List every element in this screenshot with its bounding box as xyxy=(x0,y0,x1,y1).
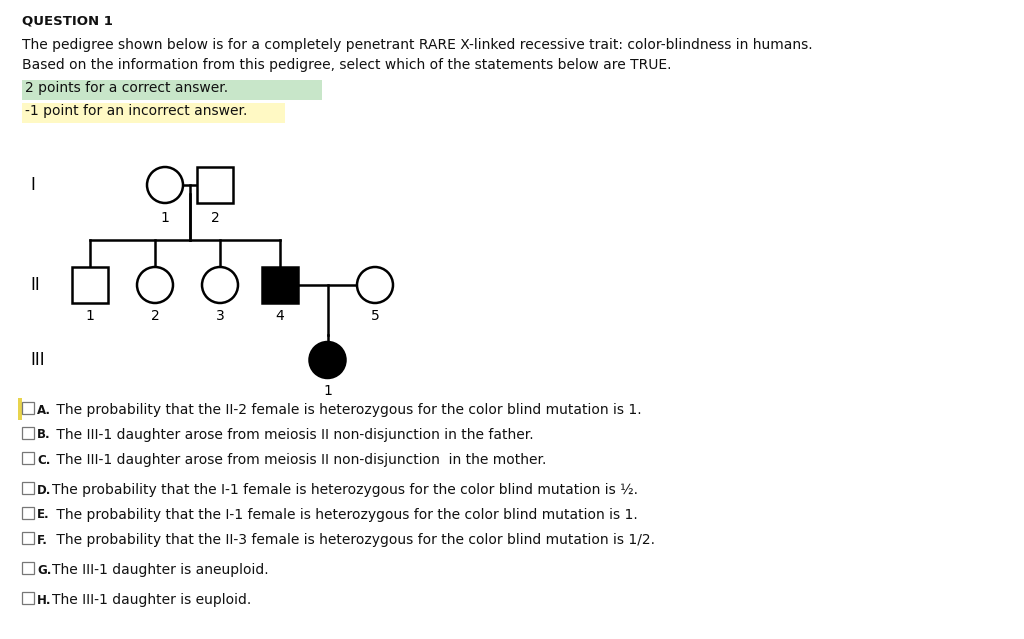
Bar xyxy=(22,427,34,439)
Text: The probability that the II-3 female is heterozygous for the color blind mutatio: The probability that the II-3 female is … xyxy=(52,533,655,547)
Text: 5: 5 xyxy=(371,309,379,323)
Bar xyxy=(22,532,34,544)
Text: C.: C. xyxy=(37,454,50,466)
Text: III: III xyxy=(30,351,45,369)
Text: 1: 1 xyxy=(323,384,332,398)
Text: Based on the information from this pedigree, select which of the statements belo: Based on the information from this pedig… xyxy=(22,58,672,72)
Text: E.: E. xyxy=(37,509,49,521)
Text: The III-1 daughter is euploid.: The III-1 daughter is euploid. xyxy=(52,593,251,607)
Bar xyxy=(22,452,34,464)
Circle shape xyxy=(147,167,183,203)
Bar xyxy=(72,267,108,303)
Bar xyxy=(22,592,34,604)
Bar xyxy=(22,507,34,519)
Text: D.: D. xyxy=(37,484,51,497)
Circle shape xyxy=(202,267,238,303)
Bar xyxy=(22,482,34,494)
Text: I: I xyxy=(30,176,35,194)
Text: The pedigree shown below is for a completely penetrant RARE X-linked recessive t: The pedigree shown below is for a comple… xyxy=(22,38,813,52)
Text: G.: G. xyxy=(37,564,51,576)
Text: 2: 2 xyxy=(211,211,219,225)
Text: The probability that the I-1 female is heterozygous for the color blind mutation: The probability that the I-1 female is h… xyxy=(52,483,638,497)
Text: H.: H. xyxy=(37,594,51,606)
Bar xyxy=(22,402,34,414)
Text: F.: F. xyxy=(37,534,48,546)
Text: II: II xyxy=(30,276,40,294)
Text: -1 point for an incorrect answer.: -1 point for an incorrect answer. xyxy=(25,104,248,118)
Bar xyxy=(197,167,233,203)
Text: The probability that the II-2 female is heterozygous for the color blind mutatio: The probability that the II-2 female is … xyxy=(52,403,642,417)
Text: The III-1 daughter arose from meiosis II non-disjunction in the father.: The III-1 daughter arose from meiosis II… xyxy=(52,428,534,442)
Text: The III-1 daughter is aneuploid.: The III-1 daughter is aneuploid. xyxy=(52,563,268,577)
Text: QUESTION 1: QUESTION 1 xyxy=(22,14,113,27)
Text: B.: B. xyxy=(37,429,50,442)
Text: The III-1 daughter arose from meiosis II non-disjunction  in the mother.: The III-1 daughter arose from meiosis II… xyxy=(52,453,547,467)
Text: A.: A. xyxy=(37,403,51,417)
Bar xyxy=(262,267,298,303)
Text: 1: 1 xyxy=(86,309,94,323)
Text: 2 points for a correct answer.: 2 points for a correct answer. xyxy=(25,81,228,95)
Bar xyxy=(18,398,22,420)
Circle shape xyxy=(309,342,345,378)
Text: The probability that the I-1 female is heterozygous for the color blind mutation: The probability that the I-1 female is h… xyxy=(52,508,638,522)
Text: 1: 1 xyxy=(161,211,169,225)
Bar xyxy=(22,562,34,574)
Text: 4: 4 xyxy=(275,309,285,323)
Text: 3: 3 xyxy=(216,309,224,323)
Circle shape xyxy=(137,267,173,303)
Text: 2: 2 xyxy=(151,309,160,323)
Circle shape xyxy=(357,267,393,303)
Bar xyxy=(22,103,285,123)
Bar xyxy=(22,80,322,100)
